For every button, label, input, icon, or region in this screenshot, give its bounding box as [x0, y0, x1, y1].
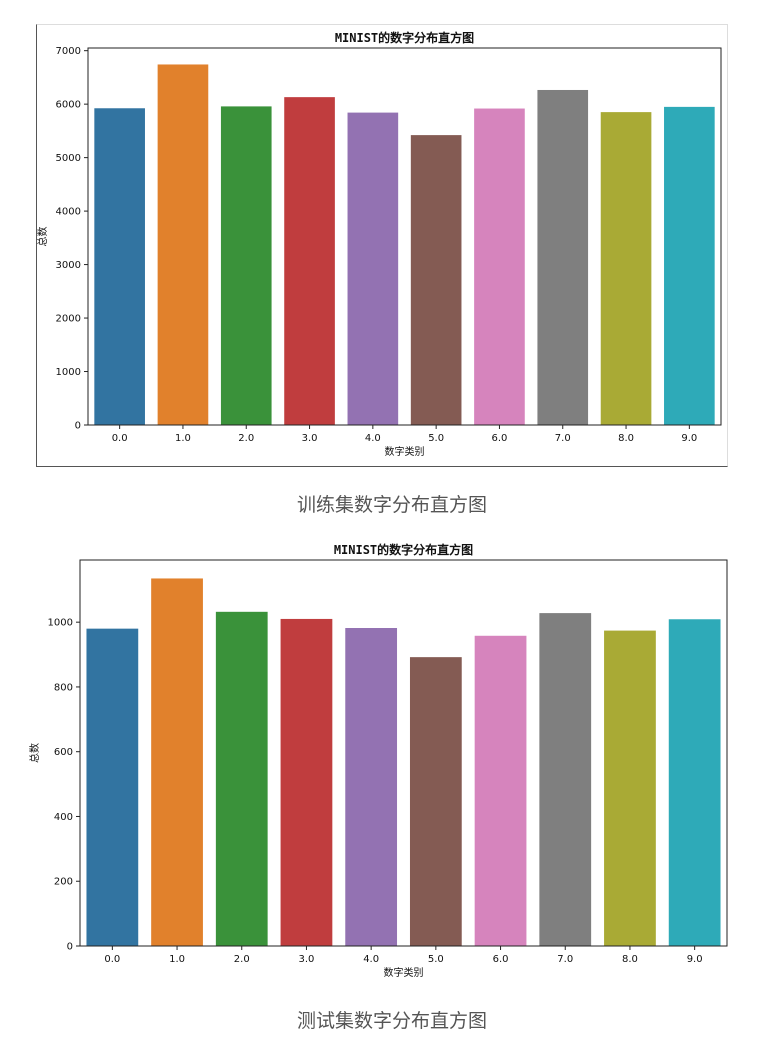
x-tick-label: 8.0: [622, 954, 638, 965]
bar-1.0: [157, 64, 209, 426]
bar-0.0: [94, 108, 145, 425]
x-tick-label: 9.0: [687, 954, 703, 965]
y-tick-label: 0: [67, 942, 73, 953]
y-tick-label: 600: [54, 747, 73, 758]
x-tick-label: 6.0: [493, 954, 509, 965]
x-tick-label: 4.0: [365, 433, 381, 444]
bar-7.0: [537, 89, 589, 425]
bar-5.0: [410, 135, 462, 425]
y-tick-label: 2000: [56, 314, 81, 325]
y-tick-label: 0: [75, 421, 81, 432]
y-axis-label: 总数: [36, 227, 49, 247]
bar-0.0: [86, 628, 139, 946]
plot-frame: [87, 47, 722, 426]
bar-9.0: [664, 106, 715, 426]
bar-4.0: [347, 112, 399, 425]
bar-4.0: [345, 628, 398, 946]
x-tick-label: 7.0: [555, 433, 571, 444]
train-figure-frame: [36, 24, 728, 467]
y-tick-label: 3000: [56, 260, 81, 271]
x-tick-label: 1.0: [175, 433, 191, 444]
x-tick-label: 5.0: [428, 433, 444, 444]
bar-6.0: [474, 635, 527, 946]
bar-1.0: [151, 578, 203, 946]
y-tick-label: 400: [54, 812, 73, 823]
x-tick-label: 7.0: [557, 954, 573, 965]
train-caption: 训练集数字分布直方图: [296, 494, 487, 516]
bar-8.0: [604, 630, 656, 946]
y-tick-label: 800: [54, 682, 73, 693]
x-tick-label: 3.0: [302, 433, 318, 444]
chart-title: MINIST的数字分布直方图: [335, 30, 474, 45]
y-tick-label: 1000: [56, 367, 81, 378]
y-tick-label: 4000: [56, 207, 81, 218]
bar-6.0: [474, 108, 525, 425]
bar-7.0: [539, 613, 592, 946]
x-tick-label: 5.0: [428, 954, 444, 965]
bar-3.0: [284, 97, 335, 426]
y-tick-label: 1000: [48, 618, 73, 629]
x-tick-label: 9.0: [681, 433, 697, 444]
x-tick-label: 2.0: [238, 433, 254, 444]
x-tick-label: 2.0: [234, 954, 250, 965]
y-axis-label: 总数: [28, 743, 41, 763]
x-tick-label: 0.0: [112, 433, 128, 444]
x-axis-label: 数字类别: [384, 966, 424, 979]
y-tick-label: 5000: [56, 153, 81, 164]
x-tick-label: 6.0: [491, 433, 507, 444]
train-histogram-chart: MINIST的数字分布直方图 0 1000 2000 3000 4000 5000 6000 7…: [36, 30, 722, 458]
y-tick-label: 7000: [56, 46, 81, 57]
x-tick-label: 1.0: [169, 954, 185, 965]
plot-frame: [79, 559, 728, 947]
bar-2.0: [215, 611, 268, 946]
bar-3.0: [280, 618, 333, 946]
y-tick-label: 6000: [56, 100, 81, 111]
bar-2.0: [220, 106, 272, 425]
bar-5.0: [409, 657, 462, 946]
x-axis-label: 数字类别: [385, 445, 425, 458]
x-tick-label: 4.0: [363, 954, 379, 965]
x-tick-label: 0.0: [104, 954, 120, 965]
bar-8.0: [600, 112, 652, 426]
test-histogram-chart: MINIST的数字分布直方图 0 200 400 600 800 1000 0.0 1.0 2.0…: [28, 542, 728, 979]
chart-title: MINIST的数字分布直方图: [334, 542, 473, 557]
x-tick-label: 3.0: [298, 954, 314, 965]
bar-9.0: [668, 619, 721, 946]
test-caption: 测试集数字分布直方图: [296, 1010, 487, 1032]
y-tick-label: 200: [54, 877, 73, 888]
x-tick-label: 8.0: [618, 433, 634, 444]
